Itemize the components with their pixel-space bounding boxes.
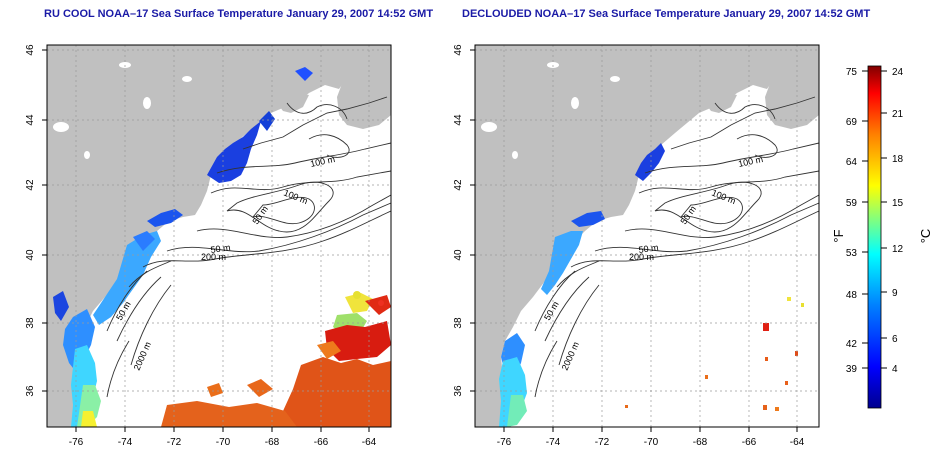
left-x-tick-labels: -76 -74 -72 -70 -68 -66 -64 bbox=[69, 437, 377, 448]
left-panel-title: RU COOL NOAA–17 Sea Surface Temperature … bbox=[44, 8, 434, 20]
c-tick-label: 15 bbox=[892, 198, 904, 209]
f-tick-label: 39 bbox=[846, 364, 858, 375]
colorbar-celsius-label: °C bbox=[918, 229, 933, 244]
right-y-tick-labels: 36 38 40 42 44 46 bbox=[453, 44, 464, 397]
x-tick-label: -72 bbox=[167, 437, 182, 448]
left-sst-coastal bbox=[53, 67, 313, 427]
right-map-frame bbox=[474, 44, 820, 428]
contour-label-50m-b: 50 m bbox=[638, 242, 659, 255]
c-tick-label: 6 bbox=[892, 334, 898, 345]
y-tick-label: 42 bbox=[25, 179, 36, 191]
y-tick-label: 36 bbox=[453, 385, 464, 397]
y-tick-label: 36 bbox=[25, 385, 36, 397]
x-tick-label: -68 bbox=[265, 437, 280, 448]
x-tick-label: -70 bbox=[644, 437, 659, 448]
colorbar-fahrenheit-ticks: 75 69 64 59 53 48 42 39 bbox=[846, 67, 858, 375]
right-map-panel: 100 m 100 m 50 m 50 m 200 m 50 m 2000 m … bbox=[453, 44, 820, 448]
colorbar-celsius-ticks: 24 21 18 15 12 9 6 4 bbox=[892, 67, 904, 375]
temperature-colorbar: 75 69 64 59 53 48 42 39 24 21 18 15 12 9… bbox=[831, 65, 933, 409]
f-tick-label: 59 bbox=[846, 198, 858, 209]
left-y-tick-labels: 36 38 40 42 44 46 bbox=[25, 44, 36, 397]
left-lakes bbox=[53, 62, 192, 159]
y-tick-label: 42 bbox=[453, 179, 464, 191]
x-tick-label: -64 bbox=[790, 437, 805, 448]
x-tick-label: -74 bbox=[118, 437, 133, 448]
y-tick-label: 44 bbox=[453, 114, 464, 126]
y-tick-label: 38 bbox=[25, 317, 36, 329]
c-tick-label: 18 bbox=[892, 154, 904, 165]
f-tick-label: 64 bbox=[846, 157, 858, 168]
left-grid-lines bbox=[47, 45, 391, 427]
colorbar-gradient bbox=[867, 65, 882, 409]
c-tick-label: 4 bbox=[892, 364, 898, 375]
colorbar-ticks bbox=[862, 70, 887, 369]
right-sst-offshore bbox=[625, 297, 804, 411]
y-tick-label: 40 bbox=[453, 249, 464, 261]
y-tick-label: 38 bbox=[453, 317, 464, 329]
c-tick-label: 12 bbox=[892, 244, 904, 255]
x-tick-label: -76 bbox=[69, 437, 84, 448]
left-map-frame bbox=[46, 44, 392, 428]
x-tick-label: -66 bbox=[314, 437, 329, 448]
right-x-tick-labels: -76 -74 -72 -70 -68 -66 -64 bbox=[497, 437, 805, 448]
x-tick-label: -66 bbox=[742, 437, 757, 448]
left-tick-marks bbox=[42, 49, 370, 432]
x-tick-label: -72 bbox=[595, 437, 610, 448]
x-tick-label: -68 bbox=[693, 437, 708, 448]
y-tick-label: 40 bbox=[25, 249, 36, 261]
y-tick-label: 46 bbox=[453, 44, 464, 56]
x-tick-label: -76 bbox=[497, 437, 512, 448]
y-tick-label: 46 bbox=[25, 44, 36, 56]
f-tick-label: 75 bbox=[846, 67, 858, 78]
f-tick-label: 53 bbox=[846, 248, 858, 259]
right-grid-lines bbox=[475, 45, 819, 427]
x-tick-label: -74 bbox=[546, 437, 561, 448]
f-tick-label: 42 bbox=[846, 339, 858, 350]
right-tick-marks bbox=[470, 49, 798, 432]
c-tick-label: 9 bbox=[892, 288, 898, 299]
left-map-panel: 100 m 100 m 50 m 50 m 200 m 50 m 2000 m … bbox=[25, 44, 392, 448]
colorbar-fahrenheit-label: °F bbox=[831, 229, 846, 242]
x-tick-label: -64 bbox=[362, 437, 377, 448]
right-panel-title: DECLOUDED NOAA–17 Sea Surface Temperatur… bbox=[462, 8, 871, 20]
left-sst-offshore bbox=[161, 291, 391, 427]
x-tick-label: -70 bbox=[216, 437, 231, 448]
f-tick-label: 48 bbox=[846, 290, 858, 301]
y-tick-label: 44 bbox=[25, 114, 36, 126]
right-sst-coastal bbox=[499, 143, 665, 427]
c-tick-label: 24 bbox=[892, 67, 904, 78]
f-tick-label: 69 bbox=[846, 117, 858, 128]
contour-label-50m-b: 50 m bbox=[210, 242, 231, 255]
right-lakes bbox=[481, 62, 620, 159]
contour-label-200m: 200 m bbox=[629, 252, 654, 262]
contour-label-200m: 200 m bbox=[201, 252, 226, 262]
c-tick-label: 21 bbox=[892, 109, 904, 120]
